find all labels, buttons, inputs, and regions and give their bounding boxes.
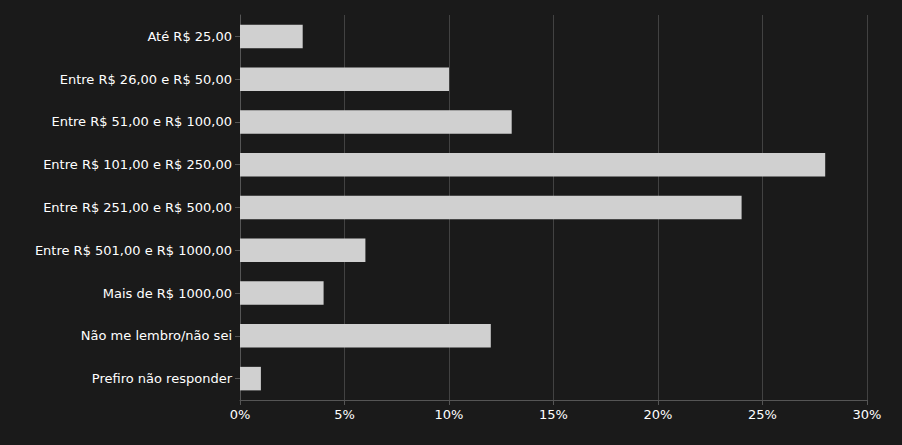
svg-text:30%: 30%: [853, 407, 882, 422]
svg-text:Não me lembro/não sei: Não me lembro/não sei: [81, 328, 232, 343]
svg-text:5%: 5%: [334, 407, 355, 422]
svg-text:Entre R$ 501,00 e R$ 1000,00: Entre R$ 501,00 e R$ 1000,00: [35, 243, 232, 258]
svg-text:10%: 10%: [435, 407, 464, 422]
svg-text:Mais de R$ 1000,00: Mais de R$ 1000,00: [103, 286, 232, 301]
svg-text:Entre R$ 26,00 e R$ 50,00: Entre R$ 26,00 e R$ 50,00: [60, 72, 232, 87]
svg-text:Entre R$ 51,00 e R$ 100,00: Entre R$ 51,00 e R$ 100,00: [51, 114, 232, 129]
svg-text:15%: 15%: [539, 407, 568, 422]
svg-text:Entre R$ 251,00 e R$ 500,00: Entre R$ 251,00 e R$ 500,00: [43, 200, 232, 215]
svg-text:Entre R$ 101,00 e R$ 250,00: Entre R$ 101,00 e R$ 250,00: [43, 157, 232, 172]
svg-text:Prefiro não responder: Prefiro não responder: [92, 371, 233, 386]
svg-text:25%: 25%: [748, 407, 777, 422]
svg-text:Até R$ 25,00: Até R$ 25,00: [147, 29, 232, 44]
svg-text:20%: 20%: [644, 407, 673, 422]
svg-text:0%: 0%: [230, 407, 251, 422]
